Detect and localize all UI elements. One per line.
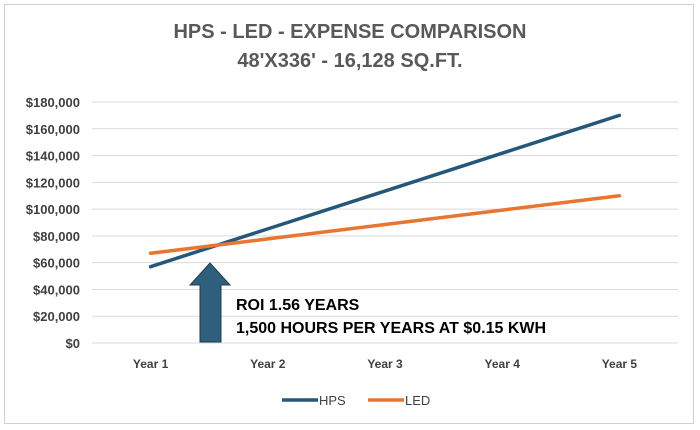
y-tick-label: $140,000 bbox=[26, 149, 80, 164]
y-tick-label: $100,000 bbox=[26, 202, 80, 217]
y-tick-label: $180,000 bbox=[26, 95, 80, 110]
legend-label-hps: HPS bbox=[319, 393, 346, 408]
x-tick-label: Year 5 bbox=[602, 357, 638, 371]
y-tick-label: $40,000 bbox=[33, 282, 80, 297]
y-tick-label: $0 bbox=[66, 336, 80, 351]
series-line-led bbox=[148, 193, 622, 256]
y-tick-label: $80,000 bbox=[33, 229, 80, 244]
chart-title: HPS - LED - EXPENSE COMPARISON bbox=[173, 21, 526, 43]
chart-subtitle: 48'X336' - 16,128 SQ.FT. bbox=[237, 50, 462, 72]
x-tick-label: Year 4 bbox=[485, 357, 521, 371]
chart-border bbox=[4, 4, 694, 424]
roi-arrow-icon bbox=[188, 262, 232, 343]
y-tick-label: $20,000 bbox=[33, 309, 80, 324]
x-tick-label: Year 1 bbox=[133, 357, 169, 371]
annotation-line-2: 1,500 HOURS PER YEARS AT $0.15 KWH bbox=[236, 320, 546, 337]
legend-label-led: LED bbox=[405, 393, 430, 408]
x-tick-label: Year 3 bbox=[367, 357, 403, 371]
y-tick-label: $160,000 bbox=[26, 122, 80, 137]
annotation-line-1: ROI 1.56 YEARS bbox=[236, 297, 360, 314]
x-tick-label: Year 2 bbox=[250, 357, 286, 371]
series-line-hps bbox=[148, 113, 622, 269]
y-tick-label: $120,000 bbox=[26, 175, 80, 190]
y-tick-label: $60,000 bbox=[33, 256, 80, 271]
